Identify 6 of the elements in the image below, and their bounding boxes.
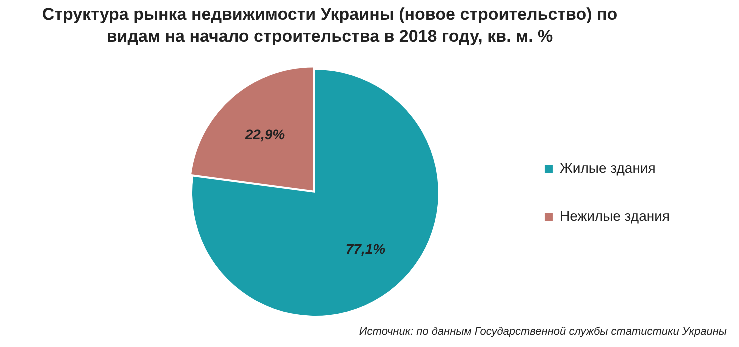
chart-title: Структура рынка недвижимости Украины (новое строительство) по видам на начало строительства в 2018 году, кв. м. % <box>41 4 619 48</box>
legend-label: Нежилые здания <box>560 208 670 224</box>
data-label: 22,9% <box>244 126 286 142</box>
data-label: 77,1% <box>346 241 386 258</box>
legend-label: Жилые здания <box>560 160 656 176</box>
text: Источник: по данным Государственной службы статистики Украины <box>359 326 727 338</box>
